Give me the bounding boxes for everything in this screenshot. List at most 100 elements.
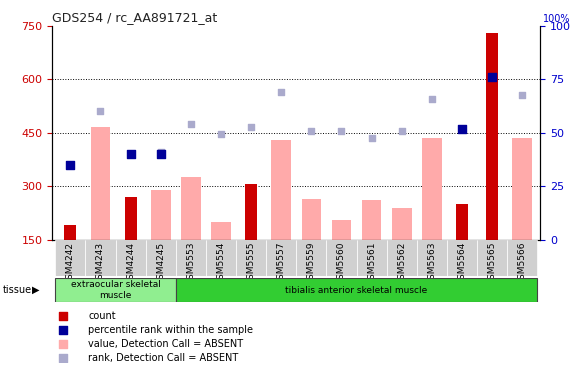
FancyBboxPatch shape	[477, 240, 507, 276]
Bar	[365, 240, 378, 293]
Text: rank, Detection Call = ABSENT: rank, Detection Call = ABSENT	[88, 353, 238, 363]
Point	[187, 121, 196, 127]
Bar	[241, 240, 261, 293]
Text: GSM5564: GSM5564	[457, 242, 467, 285]
FancyBboxPatch shape	[447, 240, 477, 276]
Text: GSM5565: GSM5565	[487, 242, 497, 285]
FancyBboxPatch shape	[266, 240, 296, 276]
Bar	[211, 222, 231, 240]
FancyBboxPatch shape	[296, 240, 327, 276]
Point	[307, 128, 316, 134]
Bar	[422, 138, 442, 240]
Bar	[362, 201, 381, 240]
Point	[397, 128, 406, 134]
Text: GSM4242: GSM4242	[66, 242, 75, 284]
Bar	[271, 140, 291, 240]
Bar	[482, 240, 502, 293]
Point	[58, 327, 67, 333]
Bar	[392, 208, 411, 240]
Text: GSM4244: GSM4244	[126, 242, 135, 284]
FancyBboxPatch shape	[85, 240, 116, 276]
Bar	[185, 240, 197, 293]
Text: tibialis anterior skeletal muscle: tibialis anterior skeletal muscle	[285, 285, 428, 295]
Text: GSM5563: GSM5563	[428, 242, 436, 285]
Text: GSM5555: GSM5555	[246, 242, 256, 285]
Bar	[271, 140, 291, 240]
Text: percentile rank within the sample: percentile rank within the sample	[88, 325, 253, 335]
Point	[156, 149, 166, 155]
Bar	[332, 220, 352, 240]
Bar	[335, 240, 347, 293]
Bar	[245, 184, 257, 240]
FancyBboxPatch shape	[507, 240, 537, 276]
Bar	[181, 177, 200, 240]
Text: value, Detection Call = ABSENT: value, Detection Call = ABSENT	[88, 339, 243, 349]
Text: GSM4243: GSM4243	[96, 242, 105, 285]
Point	[58, 341, 67, 347]
Bar	[275, 240, 287, 293]
Bar	[456, 204, 468, 240]
Bar	[155, 240, 167, 293]
Bar	[215, 240, 227, 293]
Bar	[151, 190, 171, 240]
FancyBboxPatch shape	[327, 240, 357, 276]
Text: count: count	[88, 311, 116, 321]
Point	[246, 124, 256, 130]
Bar	[422, 138, 442, 240]
FancyBboxPatch shape	[387, 240, 417, 276]
Bar	[302, 199, 321, 240]
FancyBboxPatch shape	[357, 240, 387, 276]
FancyBboxPatch shape	[176, 240, 206, 276]
Bar	[151, 190, 171, 240]
Text: extraocular skeletal
muscle: extraocular skeletal muscle	[71, 280, 160, 300]
Point	[58, 313, 67, 319]
Bar	[91, 127, 110, 240]
FancyBboxPatch shape	[55, 278, 176, 302]
Text: tissue: tissue	[3, 285, 32, 295]
Point	[367, 135, 376, 141]
Bar	[121, 240, 141, 293]
Bar	[452, 240, 472, 293]
Text: GSM5553: GSM5553	[187, 242, 195, 285]
FancyBboxPatch shape	[206, 240, 236, 276]
Point	[96, 108, 105, 114]
Point	[487, 74, 497, 80]
Text: GSM5557: GSM5557	[277, 242, 286, 285]
FancyBboxPatch shape	[116, 240, 146, 276]
FancyBboxPatch shape	[417, 240, 447, 276]
Bar	[124, 197, 137, 240]
Bar	[512, 138, 532, 240]
Point	[58, 355, 67, 361]
Bar	[332, 220, 352, 240]
Bar	[486, 33, 498, 240]
Point	[156, 151, 166, 157]
FancyBboxPatch shape	[176, 278, 537, 302]
Bar	[181, 177, 200, 240]
Bar	[91, 127, 110, 240]
Text: GSM5566: GSM5566	[518, 242, 527, 285]
Bar	[302, 199, 321, 240]
Text: GSM5559: GSM5559	[307, 242, 316, 285]
Text: GSM5562: GSM5562	[397, 242, 406, 285]
Bar	[64, 225, 76, 240]
Text: GSM5561: GSM5561	[367, 242, 376, 285]
Bar	[60, 240, 80, 293]
Point	[518, 92, 527, 98]
Bar	[486, 33, 498, 240]
Point	[216, 131, 225, 137]
Bar	[396, 240, 408, 293]
Text: GDS254 / rc_AA891721_at: GDS254 / rc_AA891721_at	[52, 11, 217, 25]
Bar	[517, 240, 528, 293]
Text: GSM5560: GSM5560	[337, 242, 346, 285]
Bar	[426, 240, 438, 293]
Text: 100%: 100%	[543, 14, 571, 24]
FancyBboxPatch shape	[146, 240, 176, 276]
Bar	[95, 240, 106, 293]
Bar	[124, 197, 137, 240]
Text: ▶: ▶	[32, 285, 40, 295]
Bar	[362, 201, 381, 240]
FancyBboxPatch shape	[236, 240, 266, 276]
Text: GSM4245: GSM4245	[156, 242, 165, 285]
Point	[427, 96, 436, 102]
Bar	[64, 225, 76, 240]
